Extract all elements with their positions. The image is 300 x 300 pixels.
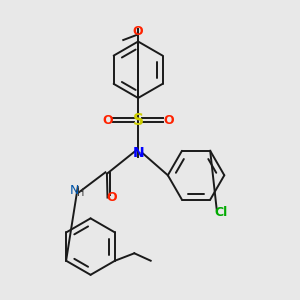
Text: O: O [164, 114, 174, 127]
Text: Cl: Cl [215, 206, 228, 219]
Text: N: N [70, 184, 79, 196]
Text: H: H [77, 188, 84, 197]
Text: O: O [106, 191, 117, 204]
Text: S: S [133, 113, 144, 128]
Text: O: O [102, 114, 113, 127]
Text: N: N [132, 146, 144, 160]
Text: O: O [133, 25, 143, 38]
